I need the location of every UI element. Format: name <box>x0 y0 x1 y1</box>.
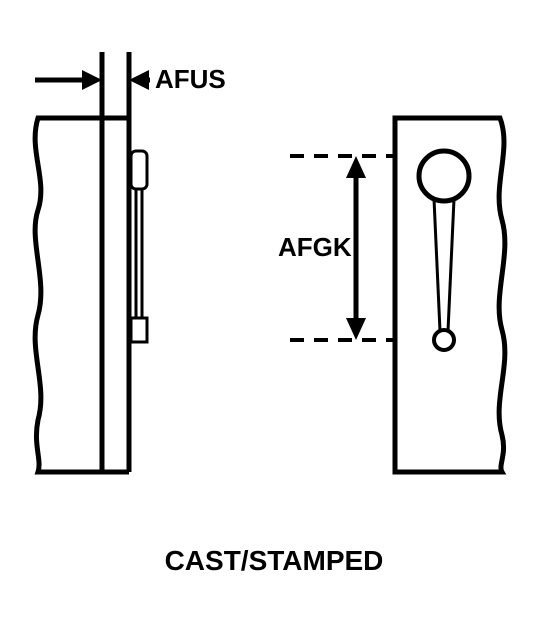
technical-diagram: AFUS AFGK CAST/STAMPED <box>0 0 548 612</box>
connector-left <box>434 199 440 331</box>
pin-head <box>131 151 147 189</box>
connector-right <box>448 199 454 331</box>
top-circle <box>419 151 469 201</box>
bottom-circle <box>434 330 454 350</box>
afus-label: AFUS <box>155 64 226 95</box>
afgk-label: AFGK <box>278 232 352 263</box>
pin-base <box>131 318 147 342</box>
left-plate-outline <box>35 118 129 472</box>
afgk-arrowhead-top <box>346 156 366 178</box>
afus-arrowhead-left <box>82 70 102 90</box>
diagram-svg <box>0 0 548 612</box>
diagram-caption: CAST/STAMPED <box>0 545 548 577</box>
afus-arrowhead-right <box>129 70 149 90</box>
afgk-arrowhead-bottom <box>346 318 366 340</box>
